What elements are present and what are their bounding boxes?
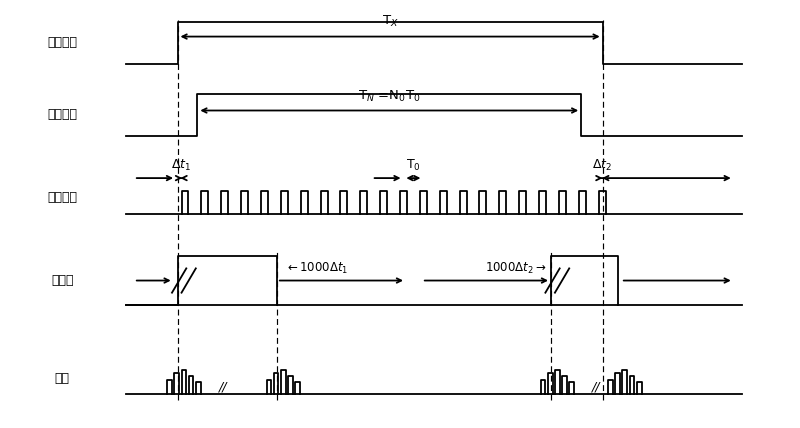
Text: 内插器: 内插器 xyxy=(51,274,74,287)
Text: 被测信号: 被测信号 xyxy=(47,36,78,49)
Text: $\Delta t_2$: $\Delta t_2$ xyxy=(592,158,612,173)
Text: 标频信号: 标频信号 xyxy=(47,190,78,204)
Text: T$_0$: T$_0$ xyxy=(406,158,421,173)
Text: //: // xyxy=(218,380,227,393)
Text: T$_N$ =N$_0$T$_0$: T$_N$ =N$_0$T$_0$ xyxy=(358,89,421,104)
Text: $\leftarrow$1000$\Delta t_1$: $\leftarrow$1000$\Delta t_1$ xyxy=(285,261,348,276)
Text: T$_X$: T$_X$ xyxy=(382,14,398,29)
Text: 实际闸门: 实际闸门 xyxy=(47,108,78,121)
Text: //: // xyxy=(592,380,601,393)
Text: 计数: 计数 xyxy=(55,372,70,385)
Text: $\Delta t_1$: $\Delta t_1$ xyxy=(171,158,191,173)
Text: 1000$\Delta t_2$$\rightarrow$: 1000$\Delta t_2$$\rightarrow$ xyxy=(486,261,547,276)
